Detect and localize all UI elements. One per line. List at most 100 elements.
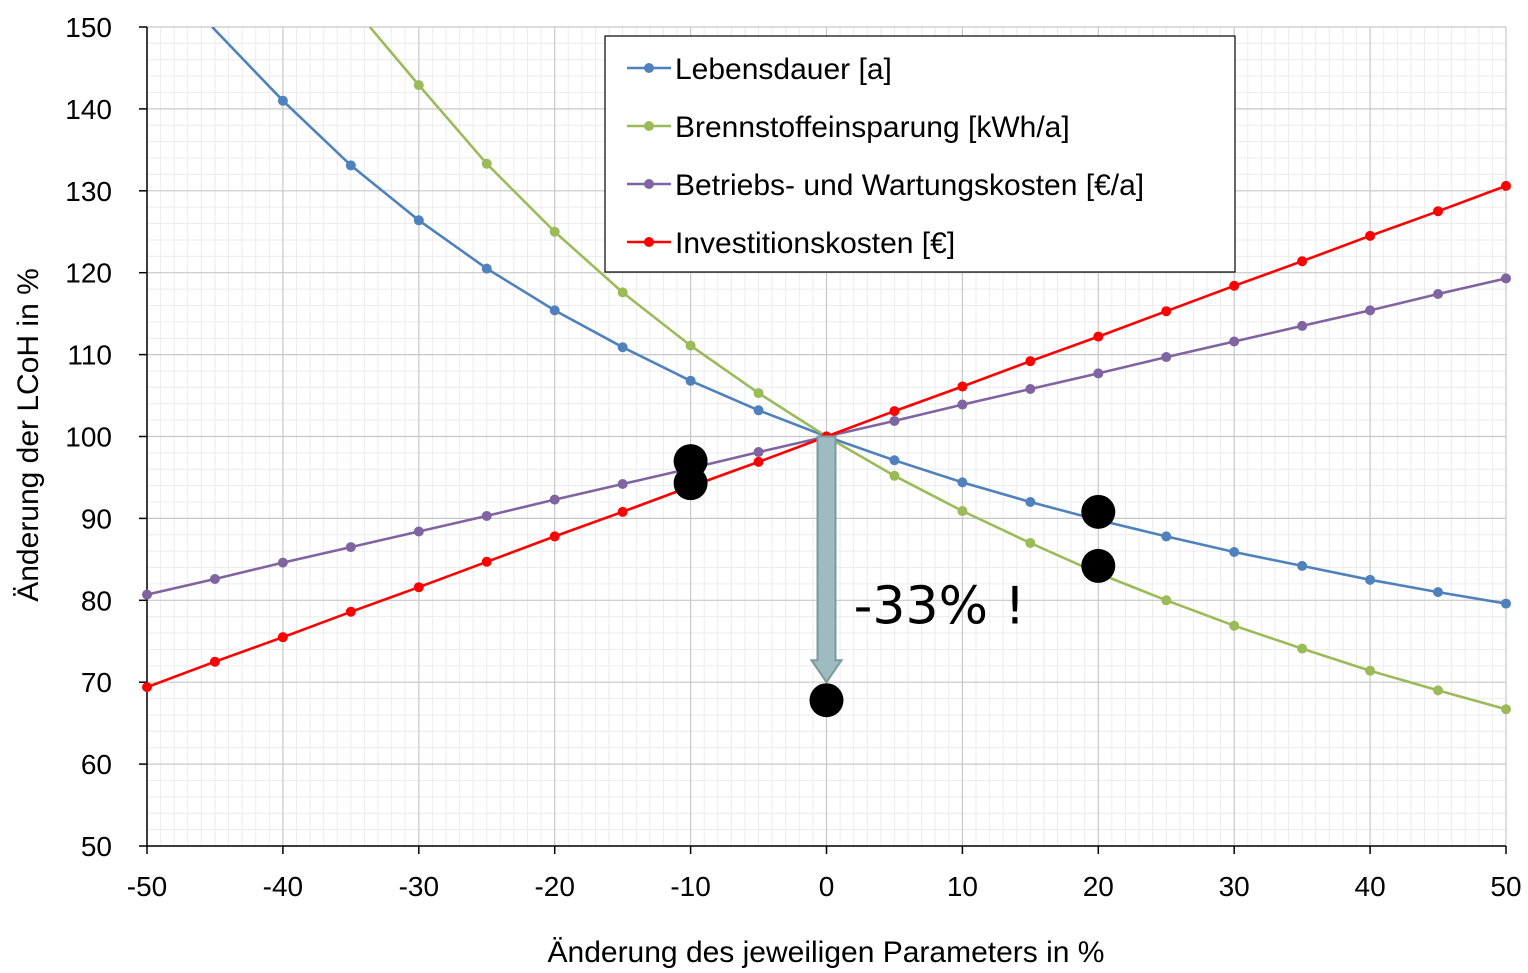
series-point-1 — [1433, 587, 1444, 598]
legend-box — [604, 35, 1236, 273]
series-point-4 — [753, 456, 764, 467]
series-point-4 — [1297, 256, 1308, 267]
legend-label: Investitionskosten [€] — [675, 227, 955, 260]
series-point-4 — [1433, 206, 1444, 217]
series-point-2 — [1025, 537, 1036, 548]
series-point-3 — [1297, 320, 1308, 331]
series-point-3 — [889, 415, 900, 426]
series-point-3 — [413, 526, 424, 537]
series-point-4 — [345, 606, 356, 617]
series-point-2 — [1501, 704, 1511, 715]
x-tick-label: 20 — [1083, 871, 1114, 902]
series-point-1 — [753, 405, 764, 416]
series-point-4 — [481, 556, 492, 567]
series-point-3 — [1501, 273, 1511, 284]
series-point-4 — [1161, 306, 1172, 317]
annotations: -33% ! — [854, 576, 1026, 636]
legend-swatch-marker — [644, 63, 654, 73]
x-axis-title: Änderung des jeweiligen Parameters in % — [548, 936, 1105, 969]
y-axis-title: Änderung der LCoH in % — [12, 268, 45, 602]
series-point-2 — [481, 158, 492, 169]
legend-label: Lebensdauer [a] — [675, 53, 892, 86]
series-point-4 — [889, 406, 900, 417]
series-point-1 — [345, 160, 356, 171]
series-point-3 — [1229, 336, 1240, 347]
legend-label: Betriebs- und Wartungskosten [€/a] — [675, 169, 1144, 202]
series-point-1 — [277, 95, 288, 106]
series-point-3 — [209, 574, 220, 585]
series-point-3 — [1365, 305, 1376, 316]
series-point-3 — [481, 510, 492, 521]
series-point-1 — [481, 263, 492, 274]
series-point-2 — [1229, 620, 1240, 631]
series-point-3 — [142, 589, 152, 600]
series-point-1 — [889, 455, 900, 466]
series-point-3 — [1161, 352, 1172, 363]
legend-swatch-marker — [644, 179, 654, 189]
series-point-3 — [957, 399, 968, 410]
series-point-2 — [1433, 685, 1444, 696]
y-tick-label: 130 — [65, 176, 112, 207]
x-tick-label: 30 — [1219, 871, 1250, 902]
highlight-point — [1081, 494, 1116, 529]
series-point-3 — [277, 557, 288, 568]
series-point-4 — [277, 632, 288, 643]
highlight-points — [673, 444, 1116, 718]
x-tick-label: -10 — [670, 871, 710, 902]
series-point-1 — [617, 342, 628, 353]
y-tick-label: 80 — [81, 585, 112, 616]
series-point-4 — [209, 656, 220, 667]
y-tick-label: 120 — [65, 258, 112, 289]
series-point-4 — [1229, 280, 1240, 291]
legend-label: Brennstoffeinsparung [kWh/a] — [675, 111, 1070, 144]
y-tick-label: 110 — [67, 340, 112, 371]
y-tick-label: 100 — [65, 422, 112, 453]
series-point-4 — [1093, 331, 1104, 342]
x-tick-label: -40 — [263, 871, 303, 902]
series-point-2 — [1297, 643, 1308, 654]
series-point-4 — [549, 531, 560, 542]
series-point-4 — [617, 506, 628, 517]
series-point-3 — [1025, 383, 1036, 394]
series-point-2 — [889, 470, 900, 481]
series-point-3 — [345, 542, 356, 553]
x-tick-label: -30 — [399, 871, 439, 902]
axes — [139, 26, 1507, 854]
series-point-1 — [1229, 546, 1240, 557]
y-tick-label: 140 — [65, 94, 112, 125]
y-tick-label: 60 — [81, 749, 112, 780]
series-point-4 — [1501, 180, 1511, 191]
series-point-4 — [957, 381, 968, 392]
series-point-1 — [957, 477, 968, 488]
series-point-1 — [1501, 598, 1511, 609]
legend: Lebensdauer [a] Brennstoffeinsparung [kWh… — [604, 35, 1236, 273]
series-point-3 — [549, 494, 560, 505]
x-axis-tick-labels: -50 -40 -30 -20 -10 0 10 20 30 40 50 — [127, 871, 1522, 902]
series-point-3 — [1433, 288, 1444, 299]
series-point-1 — [1161, 531, 1172, 542]
series-point-2 — [413, 80, 424, 91]
series-point-1 — [413, 215, 424, 226]
y-tick-label: 90 — [81, 503, 112, 534]
series-point-1 — [549, 305, 560, 316]
series-point-4 — [1025, 356, 1036, 367]
y-tick-label: 50 — [81, 831, 112, 862]
series-point-2 — [617, 287, 628, 298]
series-point-2 — [957, 506, 968, 517]
series-point-3 — [1093, 368, 1104, 379]
series-point-3 — [617, 479, 628, 490]
reduction-arrow — [809, 435, 844, 684]
x-tick-label: -20 — [534, 871, 574, 902]
series-point-4 — [142, 682, 152, 693]
highlight-point — [1081, 548, 1116, 583]
legend-swatch-marker — [644, 237, 654, 247]
highlight-point — [673, 466, 708, 501]
series-point-1 — [1365, 574, 1376, 585]
series-point-2 — [549, 226, 560, 237]
x-tick-label: -50 — [127, 871, 167, 902]
x-tick-label: 10 — [947, 871, 978, 902]
series-point-1 — [1297, 560, 1308, 571]
series-line-2 — [368, 27, 1506, 711]
legend-swatch-marker — [644, 121, 654, 131]
